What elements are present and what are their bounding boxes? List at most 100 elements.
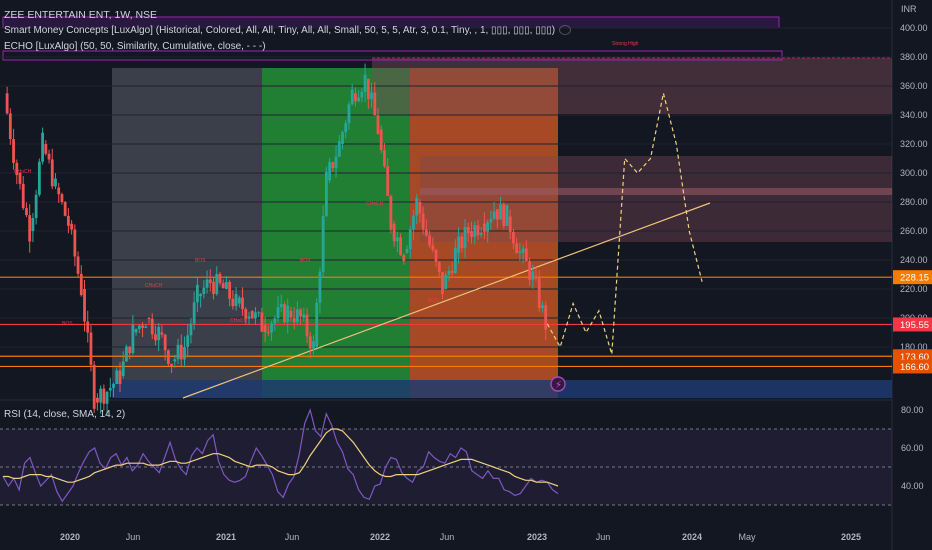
price-tag-label-1: 195.55: [900, 320, 929, 331]
x-tick-label-9: May: [738, 532, 756, 542]
chart-title[interactable]: ZEE ENTERTAIN ENT, 1W, NSE: [4, 9, 158, 21]
annotation-label-3: CHoCH: [145, 283, 163, 289]
y-tick-label-2: 360.00: [900, 81, 928, 91]
candle-body: [244, 309, 248, 319]
candle-body: [212, 281, 215, 294]
candle-body: [537, 278, 541, 309]
candle-body: [315, 302, 319, 347]
candle-body: [44, 144, 48, 154]
candle-body: [34, 194, 38, 219]
axes: INR 400.00 380.00 360.00 340.00 320.00 300.00 2…: [60, 4, 932, 542]
candle-body: [166, 350, 170, 364]
candle-body: [373, 92, 377, 116]
price-tag-label-2: 173.60: [900, 352, 929, 363]
candle-body: [328, 162, 332, 181]
price-tag-1: [893, 317, 932, 332]
candle-body: [502, 204, 506, 226]
y-tick-label-1: 380.00: [900, 52, 928, 62]
candle-body: [544, 305, 548, 330]
candle-body: [192, 302, 196, 324]
x-tick-label-4: 2022: [370, 532, 390, 542]
x-tick-label-7: Jun: [596, 532, 611, 542]
indicator-legend-rsi[interactable]: RSI (14, close, SMA, 14, 2): [4, 409, 126, 420]
x-tick-label-1: Jun: [126, 532, 141, 542]
candle-body: [208, 279, 212, 284]
indicator-legend-smc[interactable]: Smart Money Concepts [LuxAlgo] (Historic…: [4, 25, 572, 37]
candle-body: [115, 370, 119, 384]
candle-body: [163, 334, 167, 351]
y-tick-label-11: 180.00: [900, 342, 928, 352]
rsi-sma-line: [3, 428, 559, 487]
candle-body: [389, 195, 393, 230]
candle-body: [518, 251, 522, 254]
candle-body: [118, 370, 122, 385]
candle-body: [321, 216, 325, 272]
annotation-label-0: Strong High: [612, 41, 639, 47]
candle-body: [295, 309, 299, 323]
rsi-pane: [0, 408, 892, 506]
candle-body: [453, 248, 457, 274]
candle-body: [486, 222, 490, 232]
candle-body: [112, 383, 115, 388]
candle-body: [266, 332, 270, 334]
candle-body: [254, 312, 257, 319]
candle-body: [128, 346, 132, 354]
candle-body: [66, 215, 70, 226]
x-tick-label-2: 2021: [216, 532, 236, 542]
candle-body: [70, 223, 74, 230]
candle-body: [521, 248, 525, 253]
candle-body: [189, 323, 193, 336]
candle-body: [344, 123, 348, 133]
candle-body: [460, 236, 464, 249]
candle-body: [405, 249, 409, 253]
candle-body: [247, 316, 251, 319]
candle-body: [228, 281, 232, 299]
candle-body: [505, 204, 509, 226]
supply-zone-mid: [420, 156, 892, 242]
candle-body: [21, 183, 25, 209]
candle-body: [499, 204, 502, 220]
annotation-label-5: CHoCH: [230, 318, 248, 324]
candle-body: [531, 271, 535, 280]
x-tick-label-5: Jun: [440, 532, 455, 542]
candle-body: [8, 113, 12, 140]
candle-body: [383, 150, 386, 167]
candle-body: [347, 104, 351, 124]
candle-body: [470, 231, 473, 237]
candle-body: [428, 235, 431, 246]
candle-body: [60, 194, 64, 203]
candle-body: [366, 78, 370, 100]
candle-body: [170, 363, 173, 367]
candle-body: [276, 307, 280, 318]
x-tick-label-3: Jun: [285, 532, 300, 542]
candle-body: [528, 261, 531, 280]
candle-body: [5, 93, 9, 114]
candle-body: [476, 225, 480, 236]
candle-body: [286, 305, 290, 323]
candle-body: [215, 273, 219, 294]
y-tick-label-3: 340.00: [900, 110, 928, 120]
price-tag-3: [893, 359, 932, 374]
supply-zone-line: [420, 188, 892, 195]
candle-body: [28, 215, 32, 242]
candle-body: [479, 233, 483, 236]
indicator-legend-echo[interactable]: ECHO [LuxAlgo] (50, 50, Similarity, Cumu…: [4, 41, 266, 52]
candle-body: [157, 326, 161, 341]
candle-body: [237, 297, 241, 304]
candle-body: [205, 279, 209, 288]
eye-icon[interactable]: [559, 25, 572, 36]
candle-body: [305, 314, 309, 337]
x-tick-label-8: 2024: [682, 532, 702, 542]
candle-body: [354, 93, 357, 102]
candle-body: [31, 218, 35, 231]
candle-body: [483, 223, 486, 232]
candle-body: [421, 213, 425, 230]
candle-body: [441, 272, 444, 295]
candle-body: [173, 359, 177, 362]
candle-body: [12, 139, 15, 163]
candle-body: [312, 341, 315, 349]
candle-body: [154, 334, 157, 341]
candle-body: [495, 209, 499, 220]
candle-body: [360, 91, 364, 98]
